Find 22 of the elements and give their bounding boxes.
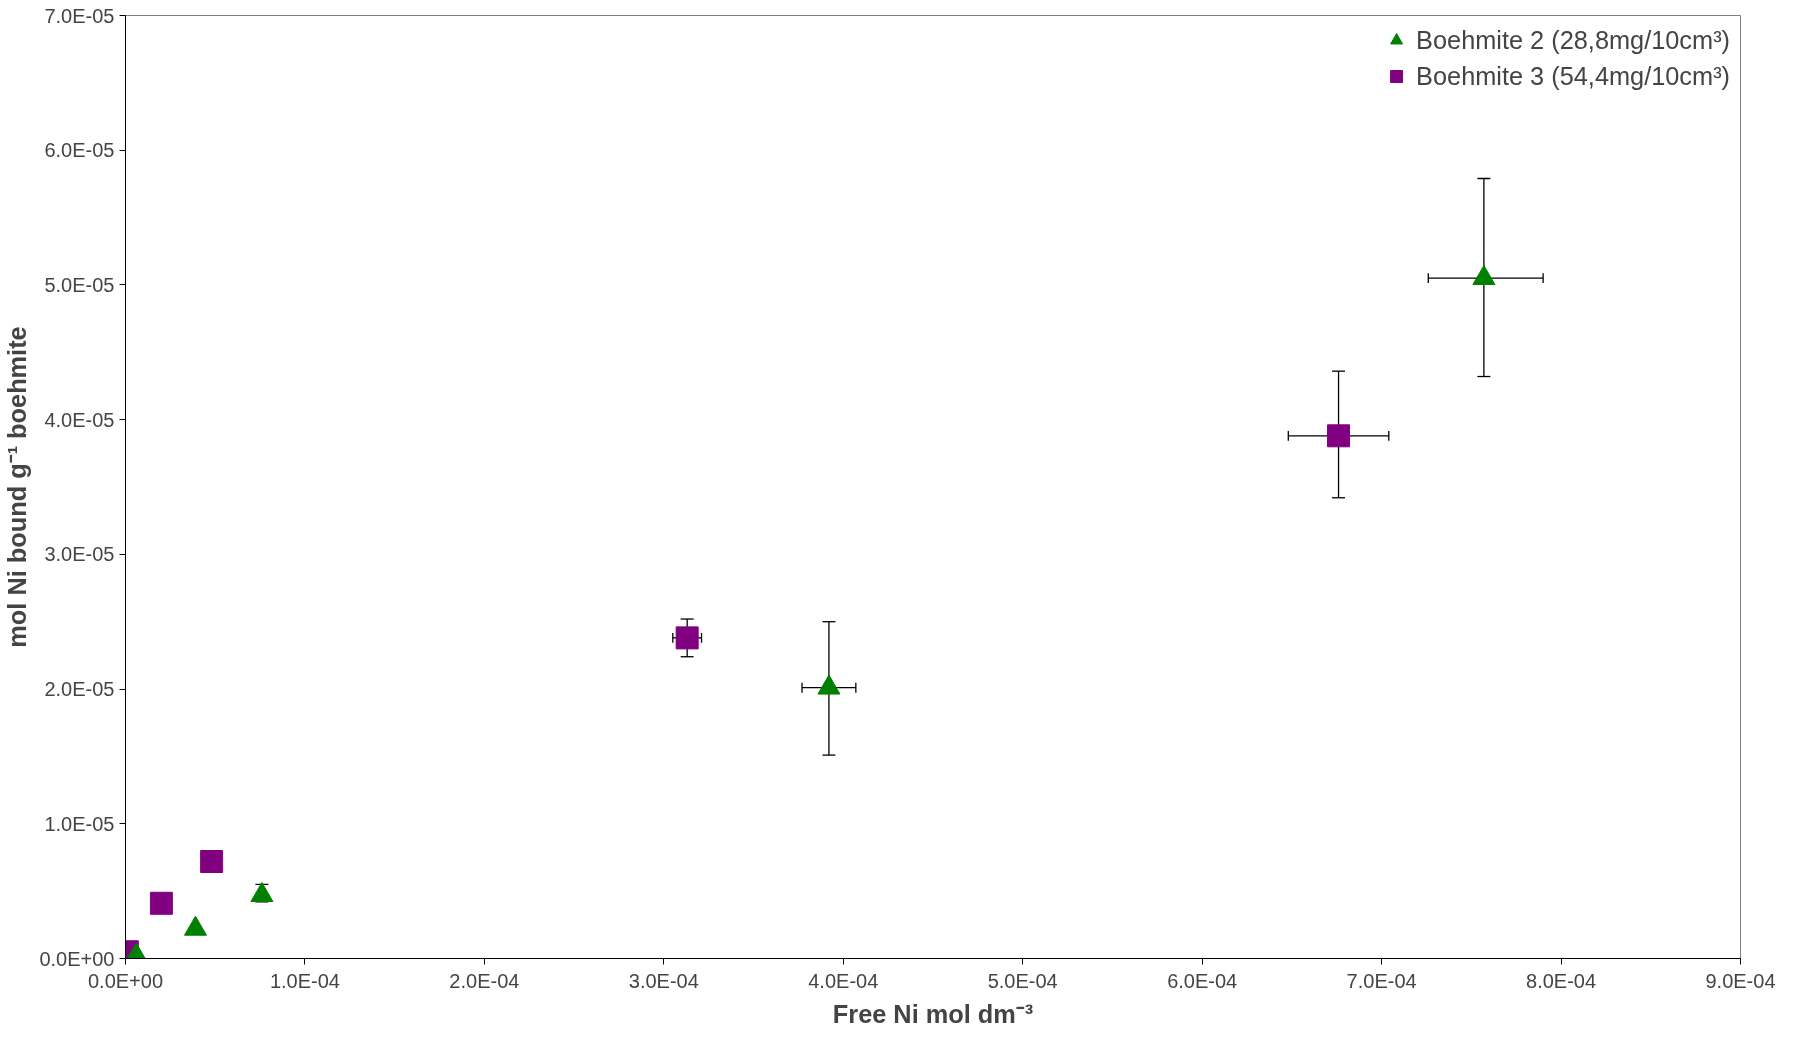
y-tick-label: 6.0E-05 bbox=[44, 139, 115, 162]
x-tick-label: 2.0E-04 bbox=[449, 969, 520, 992]
x-tick-label: 5.0E-04 bbox=[987, 969, 1058, 992]
y-tick-label: 0.0E+00 bbox=[39, 947, 115, 970]
x-tick-label: 7.0E-04 bbox=[1346, 969, 1417, 992]
x-tick-label: 4.0E-04 bbox=[808, 969, 879, 992]
x-axis-title: Free Ni mol dm⁻³ bbox=[832, 999, 1034, 1028]
x-tick-label: 0.0E+00 bbox=[87, 969, 164, 992]
x-tick-label: 9.0E-04 bbox=[1705, 969, 1776, 992]
y-axis-title: mol Ni bound g⁻¹ boehmite bbox=[3, 326, 32, 648]
y-tick-label: 1.0E-05 bbox=[44, 812, 115, 835]
x-tick-label: 3.0E-04 bbox=[628, 969, 699, 992]
y-tick-label: 7.0E-05 bbox=[44, 4, 115, 27]
legend-label: Boehmite 2 (28,8mg/10cm³) bbox=[1416, 25, 1730, 55]
y-tick-label: 5.0E-05 bbox=[44, 273, 115, 296]
x-tick-label: 6.0E-04 bbox=[1167, 969, 1238, 992]
y-tick-label: 4.0E-05 bbox=[44, 408, 115, 431]
legend-label: Boehmite 3 (54,4mg/10cm³) bbox=[1416, 61, 1730, 91]
x-tick-label: 8.0E-04 bbox=[1526, 969, 1597, 992]
y-tick-label: 3.0E-05 bbox=[44, 543, 115, 566]
x-tick-label: 1.0E-04 bbox=[269, 969, 340, 992]
y-tick-label: 2.0E-05 bbox=[44, 678, 115, 701]
